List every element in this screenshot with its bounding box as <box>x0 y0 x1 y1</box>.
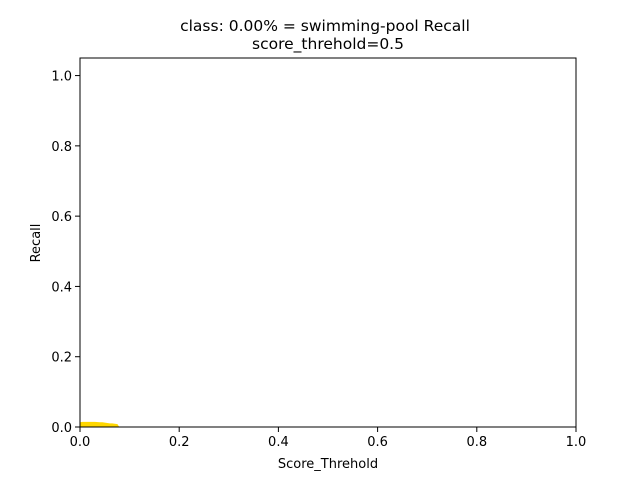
y-tick-label: 0.6 <box>51 210 72 225</box>
x-axis-ticks: 0.0 0.2 0.4 0.6 0.8 1.0 <box>70 427 587 450</box>
x-axis-label: Score_Threhold <box>278 457 378 472</box>
plot-frame <box>79 57 577 428</box>
y-axis-ticks: 0.0 0.2 0.4 0.6 0.8 1.0 <box>51 70 80 436</box>
y-tick-label: 0.8 <box>51 140 72 155</box>
y-tick-label: 0.2 <box>51 351 72 366</box>
chart-title-line2: score_threhold=0.5 <box>252 35 404 54</box>
x-tick-label: 0.6 <box>367 435 388 450</box>
y-tick-label: 0.0 <box>51 421 72 436</box>
x-tick-label: 0.0 <box>70 435 91 450</box>
x-tick-label: 1.0 <box>566 435 587 450</box>
x-tick-label: 0.4 <box>268 435 289 450</box>
chart-title-line1: class: 0.00% = swimming-pool Recall <box>180 17 470 35</box>
recall-area-series <box>79 421 120 428</box>
y-axis-label: Recall <box>29 224 44 263</box>
y-tick-label: 0.4 <box>51 280 72 295</box>
y-tick-label: 1.0 <box>51 70 72 85</box>
x-tick-label: 0.2 <box>169 435 190 450</box>
x-tick-label: 0.8 <box>466 435 487 450</box>
series-layer <box>79 421 120 428</box>
